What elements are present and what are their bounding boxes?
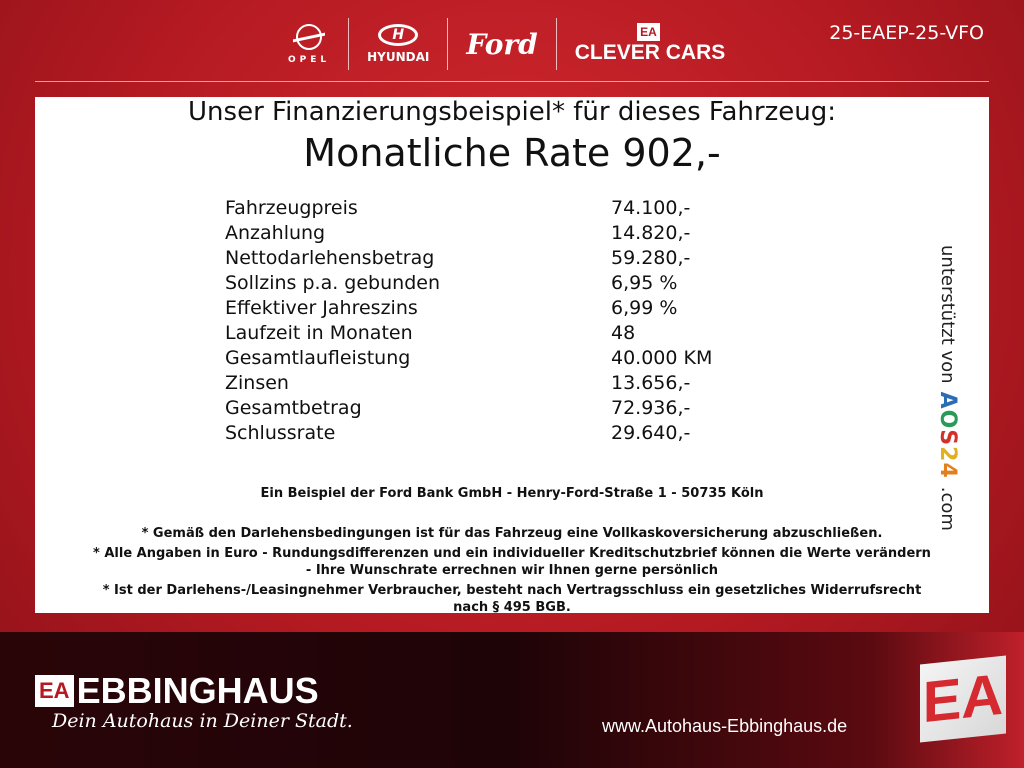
row-value: 6,95 %: [611, 272, 678, 294]
row-value: 74.100,-: [611, 197, 691, 219]
ebbinghaus-logo: EA EBBINGHAUS: [35, 670, 319, 712]
row-label: Gesamtbetrag: [225, 397, 362, 419]
row-value: 48: [611, 322, 636, 344]
table-row: Effektiver Jahreszins 6,99 %: [225, 297, 712, 322]
note: nach § 495 BGB.: [453, 600, 571, 615]
disclaimer-notes: * Gemäß den Darlehensbedingungen ist für…: [35, 525, 989, 619]
table-row: Gesamtlaufleistung 40.000 KM: [225, 347, 712, 372]
financing-table: Fahrzeugpreis 74.100,- Anzahlung 14.820,- Ne…: [225, 197, 712, 447]
row-label: Laufzeit in Monaten: [225, 322, 413, 344]
table-row: Zinsen 13.656,-: [225, 372, 712, 397]
opel-label: OPEL: [288, 54, 331, 65]
note: * Ist der Darlehens-/Leasingnehmer Verbr…: [102, 583, 922, 598]
brand-logos: OPEL H HYUNDAI Ford EA CLEVER CARS: [270, 18, 743, 70]
table-row: Laufzeit in Monaten 48: [225, 322, 712, 347]
table-row: Nettodarlehensbetrag 59.280,-: [225, 247, 712, 272]
website-link[interactable]: www.Autohaus-Ebbinghaus.de: [602, 716, 848, 736]
supported-by: unterstützt von AOS24 .com: [935, 245, 960, 531]
row-label: Sollzins p.a. gebunden: [225, 272, 440, 294]
note: - Ihre Wunschrate errechnen wir Ihnen ge…: [305, 563, 719, 578]
dealer-name: EBBINGHAUS: [76, 670, 319, 711]
row-label: Nettodarlehensbetrag: [225, 247, 435, 269]
row-value: 13.656,-: [611, 372, 691, 394]
row-value: 59.280,-: [611, 247, 691, 269]
table-row: Fahrzeugpreis 74.100,-: [225, 197, 712, 222]
clever-cars-label: CLEVER CARS: [574, 41, 726, 64]
table-row: Schlussrate 29.640,-: [225, 422, 712, 447]
offer-title: Unser Finanzierungsbeispiel* für dieses …: [188, 97, 836, 127]
row-value: 29.640,-: [611, 422, 691, 444]
footer: EA EBBINGHAUS Dein Autohaus in Deiner Sta…: [0, 632, 1024, 768]
slogan: Dein Autohaus in Deiner Stadt.: [52, 710, 353, 732]
supported-prefix: unterstützt von: [937, 245, 958, 384]
row-label: Fahrzeugpreis: [225, 197, 358, 219]
financing-panel: Unser Finanzierungsbeispiel* für dieses …: [35, 97, 989, 615]
vehicle-code: 25-EAEP-25-VFO: [829, 22, 984, 44]
hyundai-label: HYUNDAI: [367, 50, 430, 64]
bank-info: Ein Beispiel der Ford Bank GmbH - Henry-…: [260, 486, 764, 501]
hyundai-logo: H HYUNDAI: [349, 18, 447, 70]
ford-label: Ford: [466, 27, 538, 61]
supported-suffix: .com: [937, 486, 958, 531]
note: * Gemäß den Darlehensbedingungen ist für…: [141, 526, 883, 541]
table-row: Anzahlung 14.820,-: [225, 222, 712, 247]
opel-logo: OPEL: [270, 18, 348, 70]
ea-logo-icon: EA: [637, 23, 660, 41]
divider: [555, 18, 557, 70]
row-value: 40.000 KM: [611, 347, 713, 369]
ford-logo: Ford: [448, 18, 555, 70]
clever-cars-logo: EA CLEVER CARS: [557, 18, 744, 70]
row-value: 72.936,-: [611, 397, 691, 419]
divider: [447, 18, 449, 70]
row-label: Anzahlung: [225, 222, 326, 244]
table-row: Gesamtbetrag 72.936,-: [225, 397, 712, 422]
row-label: Schlussrate: [225, 422, 336, 444]
row-label: Effektiver Jahreszins: [225, 297, 418, 319]
hyundai-emblem-icon: H: [378, 24, 419, 46]
header-divider: [35, 81, 989, 82]
ea-big-logo-icon: EA: [920, 655, 1006, 743]
row-value: 6,99 %: [611, 297, 678, 319]
aos24-logo: AOS24: [935, 391, 960, 479]
row-label: Zinsen: [225, 372, 289, 394]
table-row: Sollzins p.a. gebunden 6,95 %: [225, 272, 712, 297]
opel-blitz-icon: [296, 23, 323, 50]
divider: [348, 18, 350, 70]
monthly-rate: Monatliche Rate 902,-: [303, 131, 721, 175]
row-value: 14.820,-: [611, 222, 691, 244]
ea-logo-icon: EA: [35, 675, 74, 707]
row-label: Gesamtlaufleistung: [225, 347, 411, 369]
note: * Alle Angaben in Euro - Rundungsdiffere…: [93, 546, 931, 561]
